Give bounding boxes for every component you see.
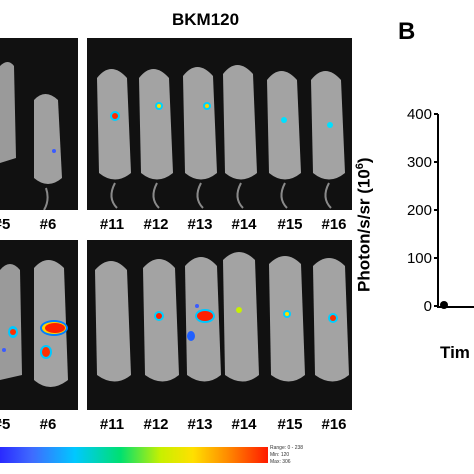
label-bottom-5: #5	[0, 416, 11, 433]
label-bottom-13: #13	[187, 416, 213, 433]
ytick-400: 400	[406, 106, 432, 123]
label-top-6: #6	[39, 216, 57, 233]
scale-legend-box: Range: 0 - 238 Min: 120 Max: 306	[268, 443, 318, 467]
panel-b-axes	[434, 113, 474, 309]
panel-title: BKM120	[172, 10, 240, 29]
color-scale-bar	[0, 447, 268, 463]
ytick-0: 0	[423, 298, 432, 315]
scale-min: Min: 120	[270, 452, 290, 458]
image-bottom-left	[0, 240, 78, 410]
label-bottom-6: #6	[39, 416, 57, 433]
label-top-13: #13	[187, 216, 213, 233]
scale-range: Range: 0 - 238	[270, 445, 304, 451]
panel-b-letter: B	[398, 18, 416, 45]
panel-b-xlabel: Tim	[440, 343, 470, 362]
mouse-images-bottom-left	[0, 240, 78, 410]
label-bottom-11: #11	[99, 416, 125, 433]
label-top-5: #5	[0, 216, 11, 233]
label-top-16: #16	[321, 216, 347, 233]
label-top-15: #15	[277, 216, 303, 233]
ylabel-exponent: 6	[354, 163, 366, 170]
ylabel-close: )	[354, 157, 374, 164]
mouse-images-top-right	[87, 38, 352, 210]
label-bottom-15: #15	[277, 416, 303, 433]
data-point-marker	[440, 301, 448, 309]
label-bottom-14: #14	[231, 416, 257, 433]
panel-b-ylabel: Photon/s/sr (106)	[354, 157, 375, 292]
image-bottom-right	[87, 240, 352, 410]
ytick-300: 300	[406, 154, 432, 171]
label-bottom-16: #16	[321, 416, 347, 433]
label-bottom-12: #12	[143, 416, 169, 433]
ylabel-text: Photon/s/sr (10	[354, 169, 374, 292]
label-top-12: #12	[143, 216, 169, 233]
label-top-11: #11	[99, 216, 125, 233]
label-top-14: #14	[231, 216, 257, 233]
ytick-100: 100	[406, 250, 432, 267]
image-top-right	[87, 38, 352, 210]
mouse-images-bottom-right	[87, 240, 352, 410]
scale-max: Max: 306	[270, 459, 291, 465]
mouse-images-top-left	[0, 38, 78, 210]
image-top-left	[0, 38, 78, 210]
ytick-200: 200	[406, 202, 432, 219]
